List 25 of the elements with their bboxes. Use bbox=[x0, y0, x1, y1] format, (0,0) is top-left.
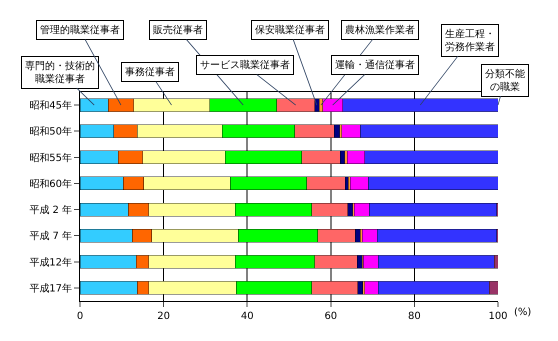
y-tick-label: 昭和45年 bbox=[29, 100, 72, 112]
y-tick-label: 昭和55年 bbox=[29, 152, 72, 164]
x-tick-label: 60 bbox=[324, 311, 338, 322]
y-tick-label: 昭和60年 bbox=[29, 178, 72, 190]
text: 運輸・通信従事者 bbox=[335, 59, 415, 71]
text: 事務従事者 bbox=[125, 66, 175, 78]
text: 管理的職業従事者 bbox=[40, 24, 120, 36]
y-tick-label: 平成 2 年 bbox=[29, 204, 72, 216]
y-tick-label: 昭和50年 bbox=[29, 126, 72, 138]
y-tick-label: 平成 7 年 bbox=[29, 230, 72, 242]
x-tick-label: 80 bbox=[408, 311, 421, 322]
text: サービス職業従事者 bbox=[200, 59, 290, 71]
text: 保安職業従事者 bbox=[255, 24, 325, 36]
text: 販売従事者 bbox=[153, 24, 203, 36]
text: 分類不能の職業 bbox=[485, 68, 525, 93]
series-label: 専門的・技術的職業従事者 bbox=[25, 60, 95, 85]
text: 生産工程・労務作業者 bbox=[445, 28, 495, 53]
x-tick-label: 40 bbox=[240, 311, 254, 322]
x-axis-title: (%) bbox=[514, 307, 532, 318]
x-tick-label: 0 bbox=[76, 311, 84, 322]
text: 農林漁業作業者 bbox=[345, 24, 415, 36]
x-tick-label: 20 bbox=[157, 311, 170, 322]
y-tick-label: 平成17年 bbox=[29, 282, 72, 294]
x-tick-label: 100 bbox=[488, 311, 508, 322]
y-tick-label: 平成12年 bbox=[29, 256, 72, 268]
